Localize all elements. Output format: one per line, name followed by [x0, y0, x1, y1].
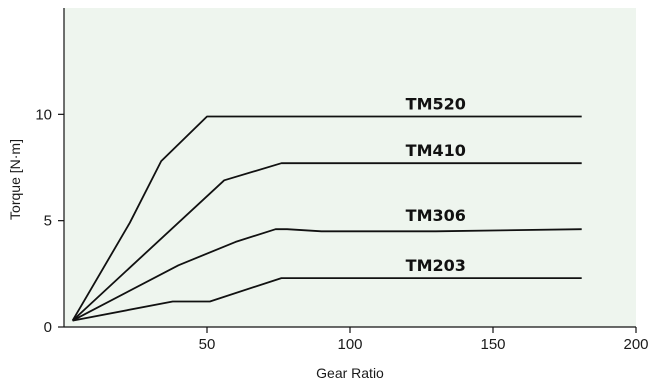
- x-tick-label: 150: [480, 336, 505, 353]
- plot-background: [64, 8, 636, 327]
- y-tick-label: 0: [44, 319, 52, 336]
- axes-layer: 50 100 150 200 0 5 10: [35, 8, 649, 353]
- labels-layer: Gear Ratio Torque [N·m]: [7, 139, 384, 381]
- series-line-tm520: [71, 115, 582, 322]
- x-tick-label: 50: [199, 336, 216, 353]
- x-axis-title: Gear Ratio: [316, 365, 384, 381]
- series-label-tm203: TM203: [406, 256, 466, 275]
- y-axis-title: Torque [N·m]: [7, 139, 23, 220]
- series-label-tm520: TM520: [406, 94, 466, 113]
- x-tick-label: 100: [337, 336, 362, 353]
- series-layer: TM520 TM410 TM306 TM203: [71, 94, 582, 322]
- x-tick-label: 200: [623, 336, 648, 353]
- series-label-tm306: TM306: [406, 206, 466, 225]
- y-tick-label: 5: [44, 213, 52, 230]
- series-label-tm410: TM410: [406, 141, 466, 160]
- series-line-tm306: [72, 228, 582, 322]
- series-line-tm410: [71, 162, 582, 322]
- y-tick-label: 10: [35, 106, 52, 123]
- series-line-tm203: [72, 277, 582, 322]
